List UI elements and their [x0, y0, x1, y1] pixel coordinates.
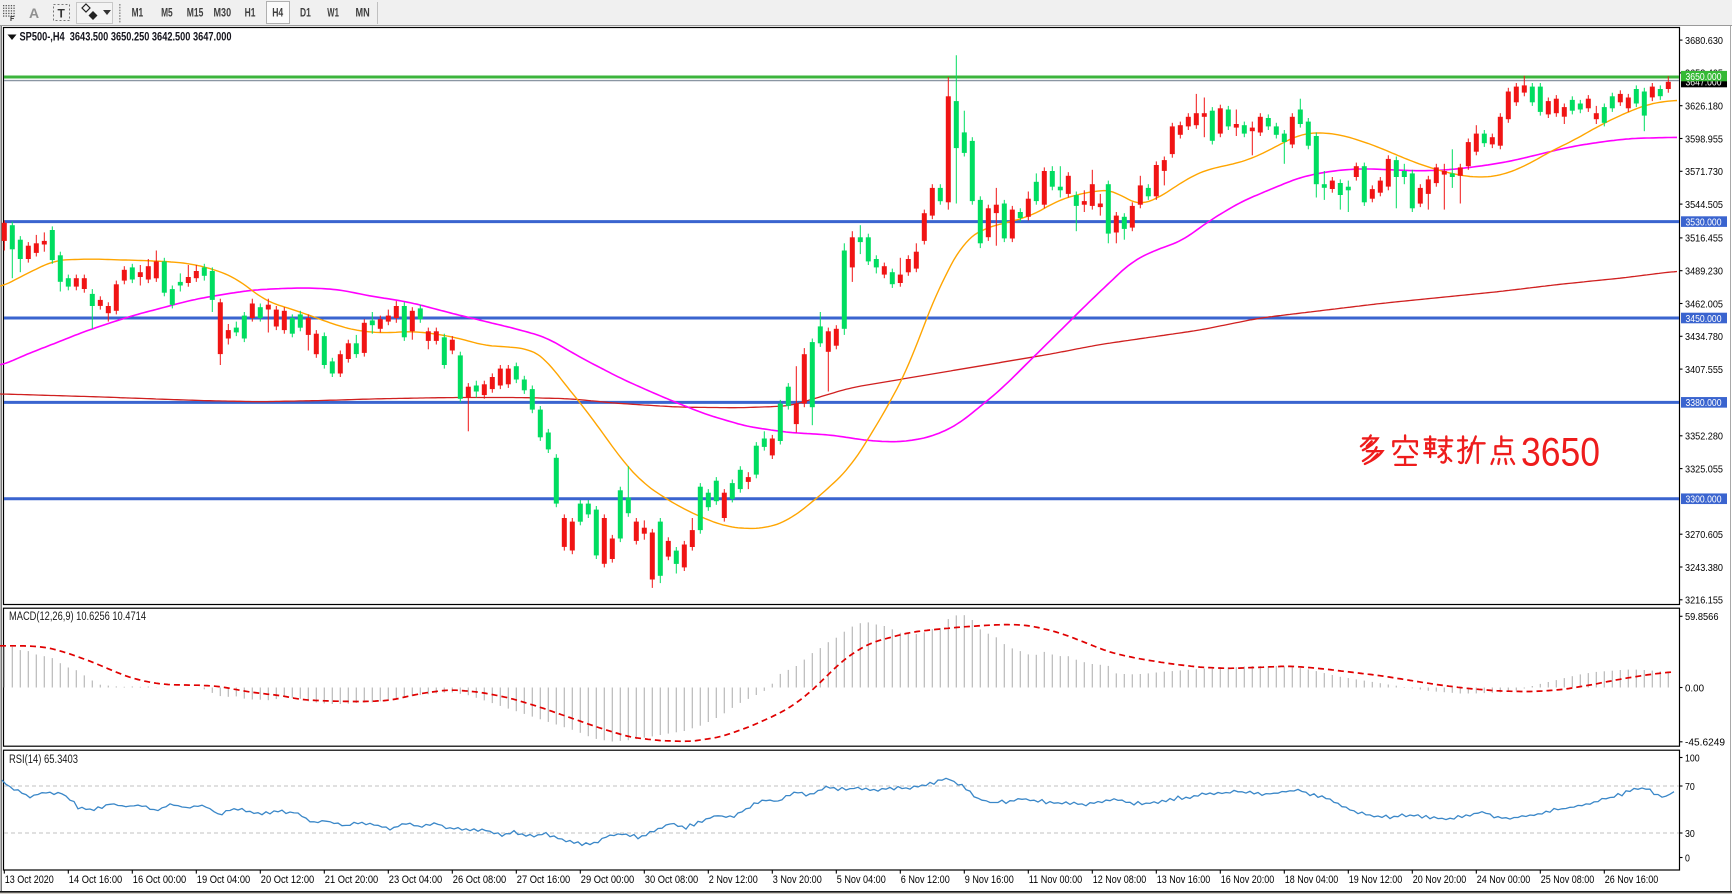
svg-text:T: T	[58, 7, 66, 21]
svg-text:MACD(12,26,9) 10.6256 10.4714: MACD(12,26,9) 10.6256 10.4714	[9, 611, 146, 623]
svg-text:A: A	[29, 5, 39, 21]
svg-text:3352.280: 3352.280	[1685, 431, 1723, 443]
svg-text:3571.730: 3571.730	[1685, 166, 1723, 178]
svg-text:20 Nov 20:00: 20 Nov 20:00	[1413, 874, 1466, 886]
svg-text:3516.455: 3516.455	[1685, 233, 1723, 245]
svg-text:W1: W1	[327, 8, 339, 20]
svg-text:70: 70	[1685, 781, 1695, 793]
svg-text:14 Oct 16:00: 14 Oct 16:00	[69, 874, 122, 886]
svg-text:9 Nov 16:00: 9 Nov 16:00	[965, 874, 1014, 886]
svg-text:27 Oct 16:00: 27 Oct 16:00	[517, 874, 570, 886]
svg-text:3325.055: 3325.055	[1685, 463, 1723, 475]
svg-text:3 Nov 20:00: 3 Nov 20:00	[773, 874, 822, 886]
svg-text:3407.555: 3407.555	[1685, 364, 1723, 376]
svg-text:H4: H4	[272, 8, 283, 20]
svg-text:3598.955: 3598.955	[1685, 133, 1723, 145]
svg-text:20 Oct 12:00: 20 Oct 12:00	[261, 874, 314, 886]
svg-text:RSI(14) 65.3403: RSI(14) 65.3403	[9, 754, 78, 766]
svg-text:0.00: 0.00	[1685, 682, 1704, 694]
svg-text:M15: M15	[187, 8, 204, 20]
svg-text:3243.380: 3243.380	[1685, 562, 1723, 574]
svg-text:16 Nov 20:00: 16 Nov 20:00	[1221, 874, 1274, 886]
svg-text:30 Oct 08:00: 30 Oct 08:00	[645, 874, 698, 886]
svg-text:29 Oct 00:00: 29 Oct 00:00	[581, 874, 634, 886]
svg-text:0: 0	[1685, 852, 1690, 864]
svg-text:-45.6249: -45.6249	[1685, 737, 1725, 749]
svg-text:M30: M30	[214, 8, 232, 20]
svg-text:3489.230: 3489.230	[1685, 266, 1723, 278]
svg-text:3626.180: 3626.180	[1685, 101, 1723, 113]
svg-text:M5: M5	[161, 8, 173, 20]
svg-text:25 Nov 08:00: 25 Nov 08:00	[1541, 874, 1594, 886]
svg-text:26 Oct 08:00: 26 Oct 08:00	[453, 874, 506, 886]
svg-text:3270.605: 3270.605	[1685, 529, 1723, 541]
svg-text:3650.000: 3650.000	[1686, 71, 1722, 83]
svg-text:D1: D1	[300, 8, 311, 20]
svg-text:3530.000: 3530.000	[1686, 216, 1722, 228]
svg-text:3650: 3650	[1521, 431, 1600, 475]
svg-text:MN: MN	[356, 8, 370, 20]
svg-text:24 Nov 00:00: 24 Nov 00:00	[1477, 874, 1530, 886]
svg-text:11 Nov 00:00: 11 Nov 00:00	[1029, 874, 1082, 886]
svg-text:30: 30	[1685, 828, 1695, 840]
svg-text:3680.630: 3680.630	[1685, 35, 1723, 47]
svg-text:5 Nov 04:00: 5 Nov 04:00	[837, 874, 886, 886]
svg-text:2 Nov 12:00: 2 Nov 12:00	[709, 874, 758, 886]
svg-text:3300.000: 3300.000	[1686, 494, 1722, 506]
svg-text:23 Oct 04:00: 23 Oct 04:00	[389, 874, 442, 886]
svg-text:6 Nov 12:00: 6 Nov 12:00	[901, 874, 950, 886]
svg-text:SP500-,H4 3643.500 3650.250 3: SP500-,H4 3643.500 3650.250 3642.500 364…	[20, 32, 232, 44]
svg-text:3380.000: 3380.000	[1686, 397, 1722, 409]
svg-text:26 Nov 16:00: 26 Nov 16:00	[1605, 874, 1658, 886]
svg-text:16 Oct 00:00: 16 Oct 00:00	[133, 874, 186, 886]
svg-text:3434.780: 3434.780	[1685, 331, 1723, 343]
svg-text:13 Nov 16:00: 13 Nov 16:00	[1157, 874, 1210, 886]
svg-text:M1: M1	[132, 8, 144, 20]
svg-text:21 Oct 20:00: 21 Oct 20:00	[325, 874, 378, 886]
svg-text:59.8566: 59.8566	[1685, 611, 1719, 623]
svg-text:100: 100	[1685, 752, 1700, 764]
svg-text:12 Nov 08:00: 12 Nov 08:00	[1093, 874, 1146, 886]
svg-text:3544.505: 3544.505	[1685, 199, 1723, 211]
svg-text:H1: H1	[245, 8, 256, 20]
svg-text:13 Oct 2020: 13 Oct 2020	[5, 874, 54, 886]
svg-text:F: F	[10, 16, 15, 23]
svg-text:3450.000: 3450.000	[1686, 313, 1722, 325]
svg-text:3216.155: 3216.155	[1685, 595, 1723, 607]
svg-text:18 Nov 04:00: 18 Nov 04:00	[1285, 874, 1338, 886]
svg-text:19 Oct 04:00: 19 Oct 04:00	[197, 874, 250, 886]
svg-text:3462.005: 3462.005	[1685, 298, 1723, 310]
svg-text:19 Nov 12:00: 19 Nov 12:00	[1349, 874, 1402, 886]
